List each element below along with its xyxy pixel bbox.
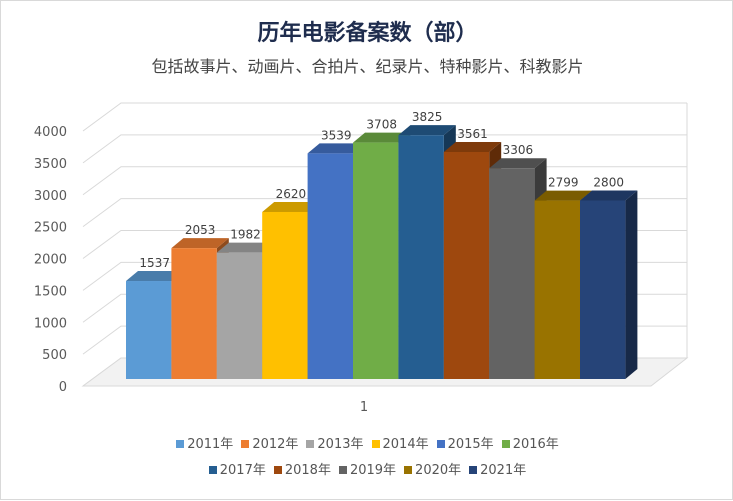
legend-label: 2018年 [284,463,331,478]
legend-swatch [371,440,380,448]
legend-swatch [469,466,478,474]
data-label: 1982 [230,228,261,242]
chart-subtitle: 包括故事片、动画片、合拍片、纪录片、特种影片、科教影片 [151,57,584,76]
legend-swatch [208,466,217,474]
legend-swatch [273,466,282,474]
legend-item: 2021年 [469,463,526,478]
legend-row-1: 2011年 2012年 2013年 2014年 2015年 2016年 [1,433,733,452]
data-label: 2799 [548,176,579,190]
legend-item: 2018年 [273,463,331,478]
legend-swatch [436,440,445,448]
bar-top [443,141,502,152]
data-label: 2800 [593,176,624,190]
data-label: 2053 [185,223,216,237]
legend-item: 2016年 [501,437,559,452]
bar-2016年 [353,142,399,379]
data-label: 3539 [321,128,352,142]
y-tick-label: 2000 [34,253,67,268]
bar-top [580,190,638,201]
legend-label: 2017年 [219,463,266,478]
legend-swatch [501,440,510,448]
legend-row-2: 2017年 2018年 2019年 2020年 2021年 [1,459,733,478]
bar-top [353,132,411,143]
bar-2021年 [580,200,626,379]
data-label: 1537 [139,256,170,270]
legend-swatch [404,466,413,474]
bar-2013年 [216,252,263,379]
bar-2011年 [126,281,172,379]
y-tick-label: 1000 [34,316,67,331]
legend-item: 2014年 [371,437,429,452]
bar-2015年 [307,153,353,379]
legend-label: 2021年 [480,463,527,478]
legend-item: 2019年 [338,463,397,478]
bar-top [216,242,275,253]
bar-top [262,201,320,212]
bar-side [625,190,638,379]
bar-top [534,190,592,201]
legend-label: 2013年 [317,437,364,452]
bar-top [489,158,547,169]
legend-swatch [306,440,315,448]
y-tick-label: 3000 [34,189,67,204]
bar-2017年 [398,135,444,379]
bar-top [398,125,456,136]
legend-label: 2014年 [382,437,429,452]
gridline [82,102,687,132]
legend-item: 2015年 [436,437,494,452]
data-label: 3708 [366,118,397,132]
y-tick-label: 0 [59,380,67,395]
data-label: 3825 [412,110,443,124]
bar-2019年 [489,168,535,379]
legend-label: 2016年 [512,437,559,452]
bar-top [126,271,184,282]
legend-item: 2012年 [241,437,298,452]
legend-label: 2012年 [252,437,299,452]
bar-2020年 [534,200,580,379]
y-tick-label: 1500 [34,284,67,299]
data-label: 2620 [276,187,307,201]
legend-swatch [241,440,250,448]
bar-top [171,238,229,249]
bar-2018年 [443,151,490,379]
data-label: 3561 [457,127,488,141]
x-tick-label: 1 [360,400,368,415]
legend-swatch [176,440,185,448]
y-tick-label: 2500 [34,221,67,236]
data-label: 3306 [503,143,534,157]
legend-label: 2015年 [447,437,494,452]
bar-top [307,143,365,154]
legend-item: 2011年 [176,437,233,452]
bar-2014年 [262,211,308,379]
legend-item: 2013年 [306,437,364,452]
legend-item: 2017年 [208,463,266,478]
bar-2012年 [171,248,217,379]
legend-label: 2011年 [187,437,234,452]
legend-swatch [338,466,347,474]
legend-item: 2020年 [404,463,461,478]
y-tick-label: 500 [42,348,67,363]
y-tick-label: 4000 [34,125,67,140]
y-tick-label: 3500 [34,157,67,172]
legend-label: 2020年 [415,463,462,478]
legend-label: 2019年 [349,463,397,478]
gridline [82,134,687,164]
chart-title: 历年电影备案数（部） [257,21,478,46]
